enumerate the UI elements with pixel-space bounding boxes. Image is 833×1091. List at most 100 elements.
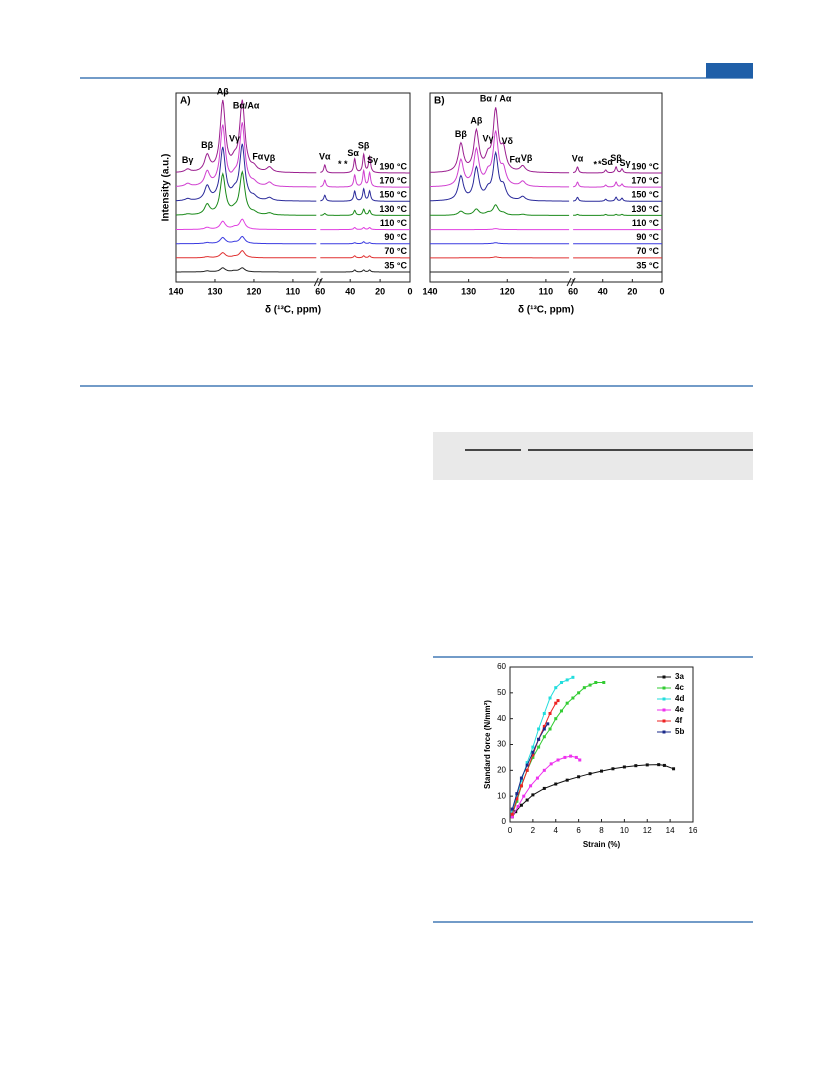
- peak-label: Sα: [347, 148, 359, 158]
- spectrum-trace: [176, 218, 410, 231]
- peak-label: Vβ: [264, 153, 276, 163]
- y-tick-label: 30: [497, 740, 506, 749]
- data-point: [548, 727, 552, 731]
- peak-label: Vα: [572, 153, 584, 163]
- peak-label: *: [344, 159, 348, 169]
- x-tick-label: 20: [627, 286, 637, 296]
- peak-label: Vγ: [482, 134, 493, 144]
- x-tick-label: 8: [599, 826, 604, 835]
- data-point: [537, 727, 541, 731]
- temperature-label: 170 °C: [379, 176, 407, 186]
- data-point: [519, 779, 523, 783]
- data-point: [559, 709, 563, 713]
- data-point: [554, 686, 558, 690]
- data-point: [672, 767, 676, 771]
- temperature-label: 190 °C: [379, 161, 407, 171]
- data-point: [514, 810, 518, 814]
- x-tick-label: 120: [500, 286, 515, 296]
- data-point: [515, 799, 519, 803]
- data-point: [519, 776, 523, 780]
- legend-marker: [662, 675, 666, 679]
- data-point: [600, 769, 603, 773]
- data-point: [525, 768, 529, 772]
- y-axis-label: Intensity (a.u.): [161, 154, 172, 222]
- peak-label: *: [598, 159, 602, 169]
- data-point: [554, 782, 558, 786]
- spectrum-trace: [430, 242, 662, 245]
- panel-label: A): [180, 96, 191, 107]
- data-point: [657, 763, 661, 767]
- x-tick-label: 40: [345, 286, 355, 296]
- data-point: [531, 793, 535, 797]
- data-point: [525, 798, 529, 802]
- x-tick-label: 130: [207, 286, 222, 296]
- legend-label: 4d: [675, 694, 684, 703]
- panel-label: B): [434, 96, 445, 107]
- data-point: [522, 794, 526, 798]
- temperature-label: 190 °C: [631, 161, 659, 171]
- x-tick-label: 0: [407, 286, 412, 296]
- x-tick-label: 130: [461, 286, 476, 296]
- temperature-label: 150 °C: [379, 190, 407, 200]
- spectrum-trace: [176, 267, 410, 273]
- peak-label: *: [594, 159, 598, 169]
- legend-marker: [662, 730, 666, 734]
- data-line: [511, 764, 674, 818]
- data-point: [548, 712, 552, 715]
- y-tick-label: 20: [497, 765, 506, 774]
- x-tick-label: 14: [666, 826, 675, 835]
- temperature-label: 150 °C: [631, 190, 659, 200]
- peak-label: Vα: [319, 151, 331, 161]
- data-point: [554, 701, 558, 705]
- temperature-label: 110 °C: [380, 218, 408, 228]
- peak-label: Sβ: [610, 153, 622, 163]
- data-point: [510, 807, 514, 811]
- x-axis-label: Strain (%): [583, 840, 621, 849]
- data-point: [634, 764, 638, 768]
- data-point: [531, 753, 535, 757]
- x-tick-label: 40: [598, 286, 608, 296]
- data-point: [611, 767, 615, 771]
- spectrum-trace: [430, 256, 662, 259]
- data-point: [542, 727, 546, 731]
- peak-label: Bγ: [182, 155, 194, 165]
- data-point: [577, 775, 581, 779]
- data-point: [515, 794, 519, 798]
- peak-label: Bα / Aα: [480, 94, 512, 104]
- axis-break: [313, 277, 319, 287]
- spectrum-trace: [176, 235, 410, 245]
- peak-label: Aβ: [217, 86, 229, 96]
- peak-label: Vγ: [229, 133, 240, 143]
- x-axis-label: δ (¹³C, ppm): [518, 305, 574, 316]
- peak-label: Sγ: [619, 158, 630, 168]
- x-tick-label: 60: [315, 286, 325, 296]
- peak-label: Sβ: [358, 140, 370, 150]
- data-point: [542, 735, 546, 739]
- legend-marker: [662, 686, 666, 690]
- data-point: [525, 761, 529, 765]
- x-tick-label: 20: [375, 286, 385, 296]
- data-point: [531, 750, 535, 754]
- x-tick-label: 4: [554, 826, 559, 835]
- spectrum-trace: [430, 228, 662, 231]
- spectrum-trace: [430, 204, 662, 216]
- data-point: [516, 805, 520, 808]
- axis-break: [566, 277, 572, 287]
- data-point: [537, 745, 541, 749]
- data-point: [582, 686, 586, 690]
- data-point: [510, 810, 514, 814]
- data-point: [515, 792, 519, 796]
- x-tick-label: 12: [643, 826, 652, 835]
- spectrum-trace: [175, 122, 410, 188]
- data-point: [559, 681, 563, 684]
- peak-label: Sα: [601, 157, 613, 167]
- x-tick-label: 60: [568, 286, 578, 296]
- peak-label: Bα/Aα: [233, 101, 260, 111]
- data-point: [529, 784, 533, 788]
- data-point: [531, 745, 535, 749]
- x-tick-label: 110: [539, 286, 554, 296]
- data-point: [542, 712, 546, 715]
- data-point: [662, 763, 666, 767]
- temperature-label: 110 °C: [632, 218, 660, 228]
- header-tab: [706, 63, 753, 78]
